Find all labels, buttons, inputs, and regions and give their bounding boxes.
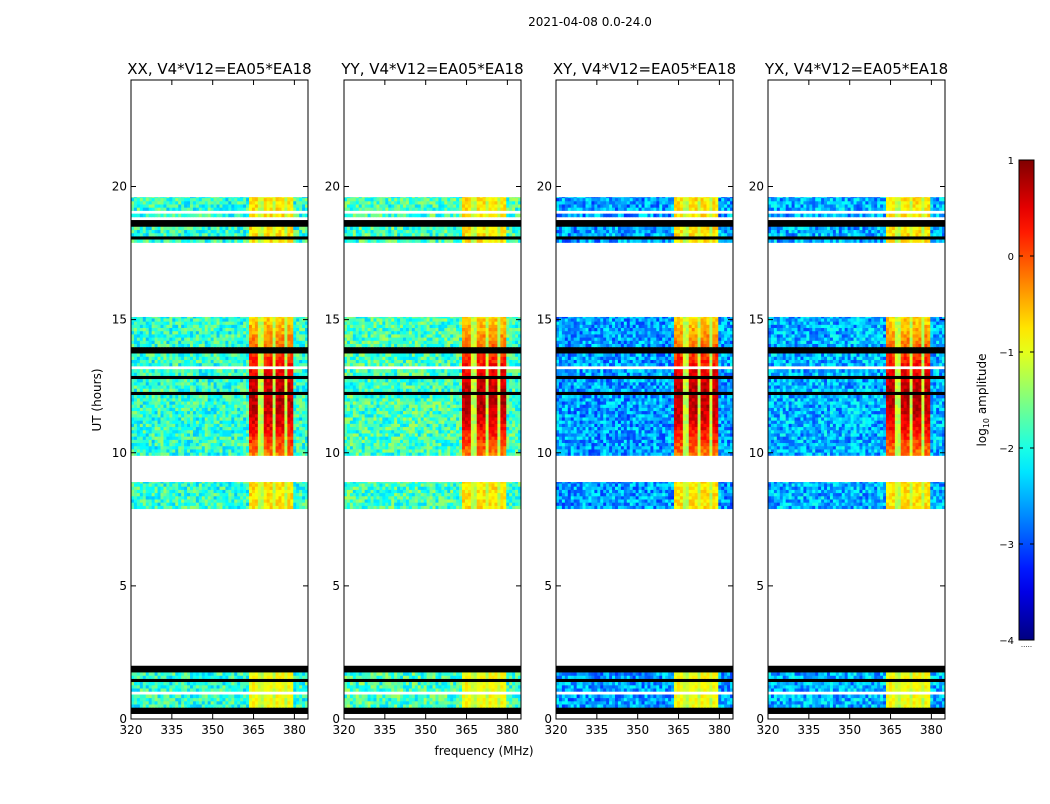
y-tick-label: 10 (537, 446, 552, 460)
x-tick-label: 335 (585, 723, 608, 737)
y-tick-label: 20 (749, 180, 764, 194)
x-tick-label: 335 (797, 723, 820, 737)
spectrogram-xx (131, 197, 308, 714)
colorbar-gradient (1019, 160, 1034, 640)
y-tick-label: 15 (537, 313, 552, 327)
colorbar-tick-label: 0 (1008, 252, 1014, 263)
y-axis-label: UT (hours) (90, 368, 104, 431)
colorbar: 1 0 −1 −2 −3 −4 log10 amplitude..... (975, 156, 1034, 649)
x-tick-label: 380 (496, 723, 519, 737)
y-tick-label: 20 (112, 180, 127, 194)
y-tick-label: 10 (325, 446, 340, 460)
panel-title: XY, V4*V12=EA05*EA18 (553, 60, 736, 78)
spectrogram-yx (768, 197, 945, 714)
x-tick-label: 380 (283, 723, 306, 737)
panel-title: YX, V4*V12=EA05*EA18 (764, 60, 948, 78)
spectrogram-yy (344, 197, 521, 714)
x-tick-label: 350 (414, 723, 437, 737)
x-axis-label: frequency (MHz) (434, 744, 533, 758)
x-tick-label: 380 (920, 723, 943, 737)
x-tick-label: 365 (879, 723, 902, 737)
y-tick-label: 5 (332, 579, 340, 593)
colorbar-footer: ..... (1021, 641, 1032, 649)
y-tick-label: 15 (112, 313, 127, 327)
x-tick-label: 335 (160, 723, 183, 737)
colorbar-tick-label: −3 (999, 540, 1014, 551)
x-tick-label: 350 (626, 723, 649, 737)
y-tick-label: 5 (544, 579, 552, 593)
colorbar-tick-label: −1 (999, 348, 1014, 359)
colorbar-tick-label: 1 (1008, 156, 1014, 167)
y-tick-label: 15 (749, 313, 764, 327)
y-tick-label: 0 (332, 712, 340, 726)
x-tick-label: 350 (838, 723, 861, 737)
panel-title: YY, V4*V12=EA05*EA18 (340, 60, 523, 78)
y-tick-label: 10 (112, 446, 127, 460)
x-tick-label: 365 (667, 723, 690, 737)
y-tick-label: 5 (756, 579, 764, 593)
colorbar-label: log10 amplitude (975, 354, 991, 447)
x-tick-label: 380 (708, 723, 731, 737)
spectrogram-xy (556, 197, 733, 714)
x-tick-label: 365 (242, 723, 265, 737)
figure-title: 2021-04-08 0.0-24.0 (528, 15, 652, 29)
y-tick-label: 0 (544, 712, 552, 726)
colorbar-tick-label: −2 (999, 444, 1014, 455)
y-tick-label: 0 (119, 712, 127, 726)
x-tick-label: 350 (201, 723, 224, 737)
y-tick-label: 20 (537, 180, 552, 194)
y-tick-label: 0 (756, 712, 764, 726)
x-tick-label: 335 (373, 723, 396, 737)
y-tick-label: 20 (325, 180, 340, 194)
colorbar-tick-label: −4 (999, 636, 1014, 647)
x-tick-label: 365 (455, 723, 478, 737)
y-tick-label: 10 (749, 446, 764, 460)
panel-title: XX, V4*V12=EA05*EA18 (127, 60, 311, 78)
y-tick-label: 5 (119, 579, 127, 593)
y-tick-label: 15 (325, 313, 340, 327)
